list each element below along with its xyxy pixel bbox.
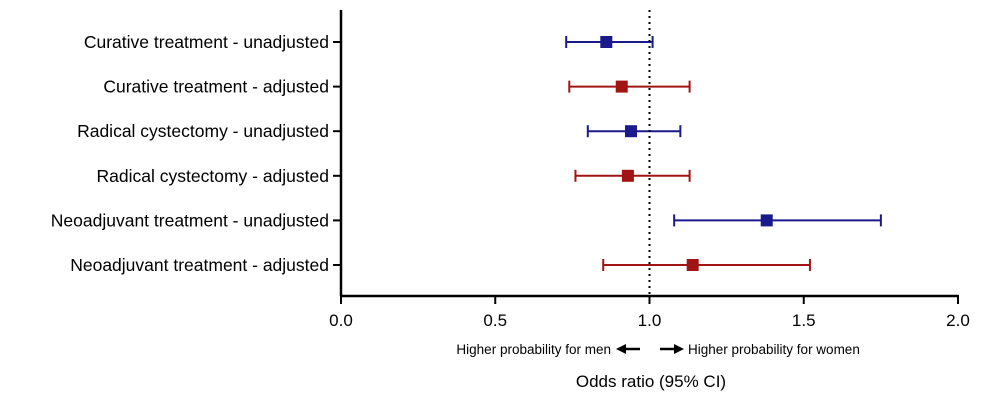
row-label: Radical cystectomy - adjusted <box>97 166 329 186</box>
point-estimate <box>760 214 773 227</box>
forest-row: Neoadjuvant treatment - unadjusted <box>51 210 882 230</box>
row-label: Curative treatment - adjusted <box>103 77 329 97</box>
row-label: Curative treatment - unadjusted <box>84 32 329 52</box>
row-label: Neoadjuvant treatment - adjusted <box>70 255 329 275</box>
x-tick-label: 2.0 <box>946 311 970 330</box>
annotation-women: Higher probability for women <box>688 342 860 357</box>
x-axis: 0.0 0.5 1.0 1.5 2.0 <box>329 10 970 330</box>
x-tick-label: 0.0 <box>329 311 353 330</box>
forest-row: Radical cystectomy - unadjusted <box>77 121 682 141</box>
point-estimate <box>621 169 634 182</box>
forest-row: Curative treatment - adjusted <box>103 77 691 97</box>
x-tick-label: 1.0 <box>638 311 662 330</box>
x-axis-title: Odds ratio (95% CI) <box>576 372 726 391</box>
point-estimate <box>686 259 699 271</box>
x-tick-label: 0.5 <box>483 311 507 330</box>
annotation-men: Higher probability for men <box>456 342 611 357</box>
forest-row: Neoadjuvant treatment - adjusted <box>70 255 811 275</box>
forest-row: Radical cystectomy - adjusted <box>97 166 691 186</box>
x-tick-label: 1.5 <box>792 311 816 330</box>
arrow-left-icon <box>616 344 626 354</box>
point-estimate <box>600 36 613 48</box>
rows-layer: Curative treatment - unadjusted Curative … <box>51 32 882 275</box>
row-label: Neoadjuvant treatment - unadjusted <box>51 210 329 230</box>
point-estimate <box>624 125 637 138</box>
forest-row: Curative treatment - unadjusted <box>84 32 654 52</box>
row-label: Radical cystectomy - unadjusted <box>77 121 329 141</box>
point-estimate <box>615 80 628 93</box>
arrow-right-icon <box>674 344 684 354</box>
direction-annotations: Higher probability for men Higher probab… <box>456 342 859 357</box>
